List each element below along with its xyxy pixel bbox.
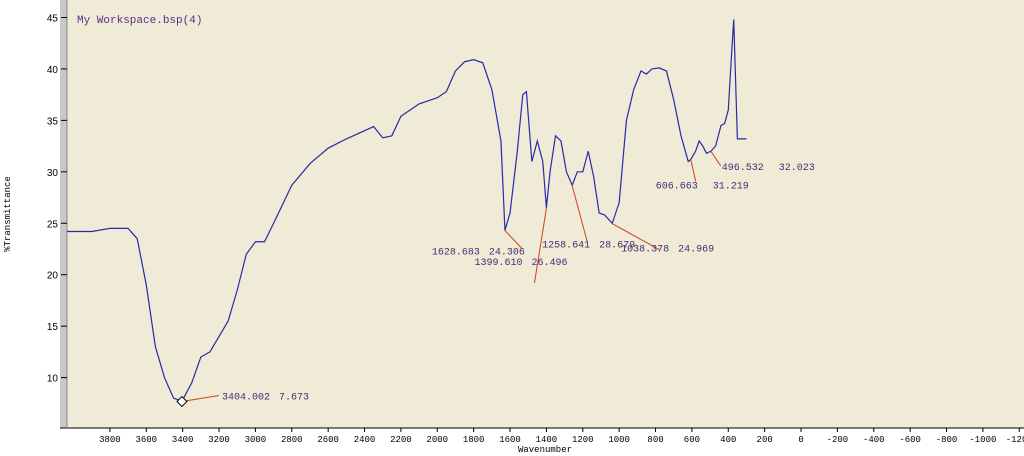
peak-leader [504,230,523,249]
y-tick-label: 35 [47,116,59,127]
x-tick-label: 400 [720,435,736,445]
peak-y-label: 24.969 [678,245,714,256]
peak-leader [690,159,697,182]
peak-y-label: 32.023 [779,163,815,174]
x-tick-label: 1200 [572,435,594,445]
x-tick-label: 2200 [390,435,412,445]
x-tick-label: 1800 [463,435,485,445]
peak-y-label: 31.219 [713,181,749,192]
x-tick-label: -400 [863,435,885,445]
x-tick-label: 200 [757,435,773,445]
x-tick-label: -1000 [969,435,996,445]
x-tick-label: 2800 [281,435,303,445]
x-tick-label: 2600 [317,435,339,445]
x-tick-label: 3000 [245,435,267,445]
x-tick-label: 2400 [354,435,376,445]
peak-x-label: 1628.683 [432,247,480,258]
peak-x-label: 1258.641 [542,240,590,251]
peak-y-label: 24.306 [489,247,525,258]
peak-y-label: 7.673 [279,393,309,404]
x-tick-label: 1600 [499,435,521,445]
y-tick-label: 10 [47,374,59,385]
y-axis-label: %Transmittance [3,176,13,252]
peak-leader [710,150,722,167]
y-tick-label: 45 [47,13,59,24]
y-tick-label: 15 [47,322,59,333]
x-tick-label: 1000 [608,435,630,445]
x-tick-label: 3800 [99,435,121,445]
peak-x-label: 606.663 [656,181,698,192]
x-tick-label: -1200 [1006,435,1024,445]
y-tick-label: 20 [47,271,59,282]
peak-x-label: 496.532 [722,163,764,174]
x-tick-label: 2000 [426,435,448,445]
y-tick-label: 40 [47,65,59,76]
peak-x-label: 1038.378 [621,245,669,256]
peak-leader [533,207,547,283]
x-tick-label: 3400 [172,435,194,445]
peak-leader [611,223,660,251]
x-tick-label: 3200 [208,435,230,445]
peak-x-label: 1399.610 [474,258,522,269]
axis-strip [60,0,67,428]
y-tick-label: 30 [47,168,59,179]
x-tick-label: -200 [827,435,849,445]
x-tick-label: 0 [798,435,803,445]
peak-leader [181,395,220,403]
peak-leader [571,185,588,242]
peak-y-label: 26.496 [531,258,567,269]
x-tick-label: 1400 [536,435,558,445]
y-tick-label: 25 [47,219,59,230]
peak-marker [176,395,188,408]
x-tick-label: -800 [936,435,958,445]
peak-x-label: 3404.002 [222,393,270,404]
x-tick-label: -600 [899,435,921,445]
chart-title: My Workspace.bsp(4) [77,15,202,27]
x-axis-label: Wavenumber [518,445,572,455]
x-tick-label: 3600 [135,435,157,445]
x-tick-label: 600 [684,435,700,445]
x-tick-label: 800 [647,435,663,445]
peak-y-label: 28.679 [599,240,635,251]
